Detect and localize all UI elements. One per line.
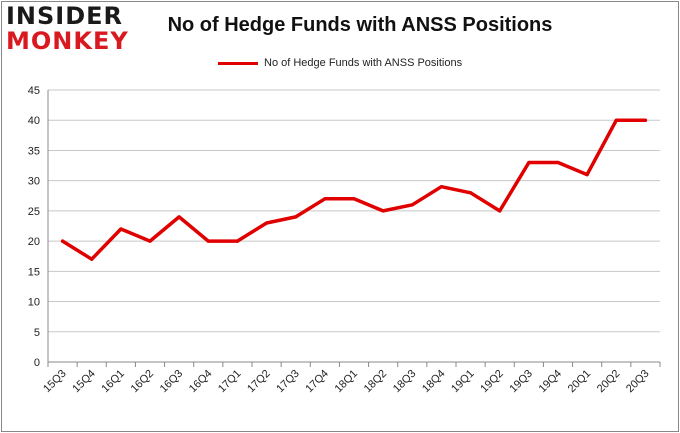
data-point	[177, 215, 181, 219]
data-point	[439, 185, 444, 189]
data-point	[410, 203, 414, 207]
data-point	[264, 221, 269, 225]
x-tick-label: 15Q4	[70, 368, 98, 396]
insider-monkey-logo: INSIDER MONKEY	[6, 4, 128, 58]
data-point	[643, 118, 648, 122]
x-tick-label: 19Q2	[478, 368, 506, 396]
legend-label: No of Hedge Funds with ANSS Positions	[264, 57, 463, 69]
data-point	[294, 215, 298, 219]
x-tick-label: 17Q3	[274, 368, 302, 396]
x-tick-label: 19Q4	[537, 368, 565, 396]
x-tick-label: 16Q4	[187, 368, 215, 396]
legend-swatch	[218, 61, 258, 65]
x-tick-label: 18Q4	[420, 368, 448, 396]
x-tick-label: 19Q1	[449, 368, 477, 396]
x-tick-label: 17Q4	[303, 368, 331, 396]
y-tick-label: 15	[28, 266, 40, 278]
x-tick-label: 19Q3	[507, 368, 535, 396]
y-tick-label: 20	[28, 236, 40, 248]
data-point	[60, 239, 65, 243]
y-tick-label: 35	[28, 145, 40, 157]
data-point	[90, 257, 94, 261]
data-point	[235, 239, 240, 243]
chart-title: No of Hedge Funds with ANSS Positions	[167, 14, 553, 36]
data-point	[323, 197, 327, 201]
x-tick-label: 16Q3	[158, 368, 186, 396]
x-tick-label: 20Q3	[624, 368, 652, 396]
data-point	[381, 209, 385, 213]
y-tick-label: 10	[28, 297, 40, 309]
data-point	[148, 239, 152, 243]
y-tick-label: 30	[28, 176, 40, 188]
y-tick-label: 0	[34, 357, 40, 369]
logo-text-bottom: MONKEY	[6, 27, 129, 55]
x-tick-label: 18Q2	[362, 368, 390, 396]
x-tick-label: 20Q1	[566, 368, 594, 396]
data-point	[468, 191, 473, 195]
data-point	[352, 197, 356, 201]
data-point	[498, 209, 502, 213]
data-point	[585, 173, 589, 177]
data-point	[527, 160, 531, 165]
y-tick-label: 25	[28, 206, 40, 218]
data-point	[614, 118, 618, 122]
chart-legend: No of Hedge Funds with ANSS Positions	[218, 55, 462, 71]
x-tick-label: 20Q2	[595, 368, 623, 396]
x-tick-label: 17Q2	[245, 368, 273, 396]
x-tick-label: 18Q1	[333, 368, 361, 396]
logo-text-top: INSIDER	[6, 2, 124, 30]
x-tick-label: 16Q1	[99, 368, 127, 396]
y-tick-label: 40	[28, 115, 40, 127]
data-point	[119, 227, 123, 231]
x-tick-label: 16Q2	[129, 368, 157, 396]
x-tick-label: 15Q3	[41, 368, 69, 396]
y-tick-label: 5	[34, 327, 40, 339]
data-point	[556, 160, 560, 165]
series-line	[60, 118, 648, 261]
x-tick-label: 18Q3	[391, 368, 419, 396]
y-tick-label: 45	[28, 85, 40, 97]
data-point	[206, 239, 210, 243]
x-tick-label: 17Q1	[216, 368, 244, 396]
